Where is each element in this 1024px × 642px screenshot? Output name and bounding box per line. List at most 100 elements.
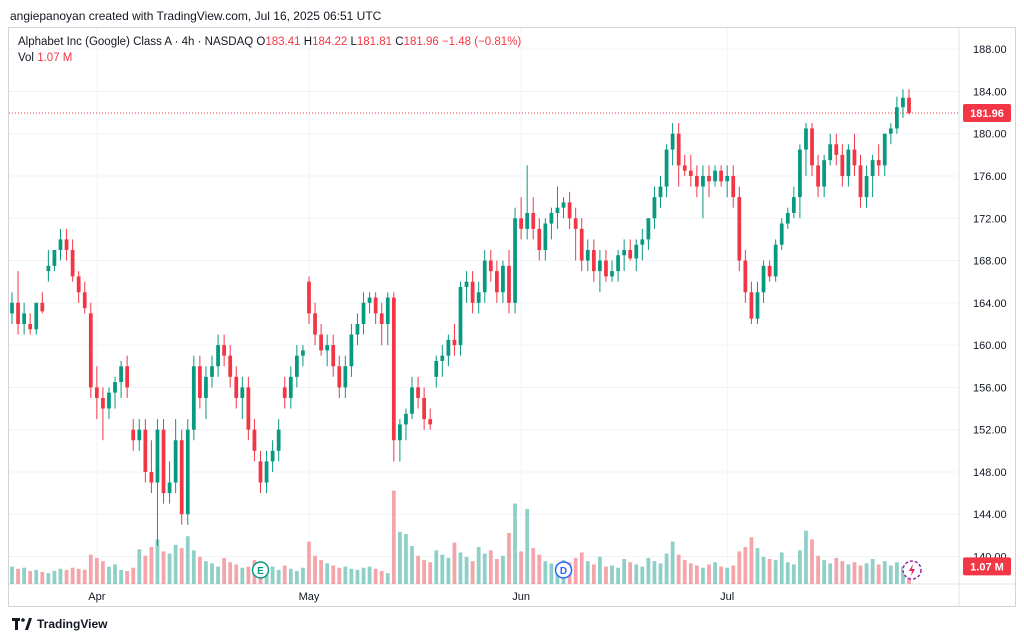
volume-bar: [604, 566, 608, 584]
volume-bar: [731, 565, 736, 584]
volume-bar: [270, 566, 275, 584]
candle-body: [519, 218, 523, 229]
volume-bar: [155, 539, 160, 584]
candle-body: [143, 429, 148, 472]
legend-row-volume: Vol 1.07 M: [18, 50, 521, 66]
candle-body: [155, 429, 160, 483]
candle-body: [198, 366, 202, 398]
event-marker-d[interactable]: [554, 561, 573, 579]
candle-body: [488, 260, 493, 272]
candle-body: [640, 239, 645, 245]
candle-body: [343, 366, 348, 388]
volume-bar: [167, 553, 172, 584]
volume-bar: [507, 532, 511, 584]
candle-body: [567, 202, 572, 219]
candlestick-chart[interactable]: 188.00 184.00 180.00 176.00 172.00 168.00 164.…: [9, 28, 1015, 606]
volume-bar: [482, 553, 487, 584]
candle-body: [713, 170, 717, 182]
chart-legend: Alphabet Inc (Google) Class A · 4h · NAS…: [18, 34, 521, 66]
candle-body: [604, 260, 608, 277]
candle-body: [446, 339, 451, 356]
volume-bar: [537, 554, 542, 584]
volume-bar: [670, 541, 675, 584]
candle-body: [70, 249, 75, 277]
y-tick-label: 164.00: [973, 298, 1007, 310]
volume-bar: [343, 566, 348, 584]
volume-bar: [852, 562, 857, 584]
last-price-badge: [963, 103, 1011, 122]
volume-bar: [222, 557, 227, 584]
volume-bar: [791, 564, 796, 584]
time-axis[interactable]: Apr May Jun Jul: [88, 591, 734, 603]
price-axis[interactable]: 188.00 184.00 180.00 176.00 172.00 168.00 164.…: [958, 28, 1011, 606]
volume-bar: [767, 559, 772, 584]
event-marker-label: D: [560, 566, 567, 577]
volume-bar: [282, 565, 287, 584]
volume-bar: [88, 554, 93, 584]
candle-body: [676, 133, 681, 166]
volume-bar: [701, 567, 705, 584]
candle-body: [743, 260, 748, 293]
candle-body: [440, 355, 445, 361]
volume-bar: [452, 542, 457, 584]
event-marker-e[interactable]: [251, 561, 270, 579]
candle-body: [858, 165, 863, 198]
candle-body: [513, 218, 517, 303]
candle-body: [216, 345, 220, 367]
tradingview-footer[interactable]: TradingView: [12, 617, 107, 631]
y-tick-label: 156.00: [973, 382, 1007, 394]
candle-body: [52, 249, 57, 266]
volume-bar: [94, 557, 99, 584]
candle-body: [646, 218, 651, 240]
volume-bar: [185, 536, 190, 584]
volume-bar: [143, 555, 148, 584]
y-tick-label: 160.00: [973, 340, 1007, 352]
candle-body: [901, 97, 905, 108]
volume-bar: [198, 556, 202, 584]
candle-body: [349, 334, 354, 367]
candle-body: [773, 244, 778, 277]
x-tick-label: May: [299, 591, 320, 603]
y-tick-label: 184.00: [973, 86, 1007, 98]
volume-bar: [70, 567, 75, 584]
volume-bar: [161, 551, 166, 584]
tradingview-brand: TradingView: [37, 617, 108, 631]
volume-bar: [131, 567, 136, 584]
candle-body: [337, 366, 342, 388]
chart-frame[interactable]: 188.00 184.00 180.00 176.00 172.00 168.00 164.…: [8, 27, 1016, 607]
candle-body: [179, 440, 184, 515]
volume-bar: [16, 568, 20, 584]
volume-bar: [179, 548, 184, 584]
candle-body: [852, 149, 857, 166]
candle-body: [810, 128, 814, 166]
volume-bar: [422, 560, 427, 584]
candle-body: [22, 313, 27, 324]
volume-bar: [901, 566, 905, 584]
volume-bar: [410, 545, 414, 584]
candle-body: [270, 450, 275, 462]
volume-bar: [367, 566, 372, 584]
candle-body: [264, 461, 269, 483]
candle-body: [622, 249, 627, 256]
candle-body: [64, 239, 69, 250]
candle-body: [282, 387, 287, 398]
volume-bar: [591, 564, 596, 584]
candle-body: [476, 292, 481, 303]
volume-bar: [543, 561, 548, 584]
volume-bar: [373, 568, 378, 584]
candle-body: [846, 149, 851, 176]
candle-body: [258, 461, 263, 483]
volume-bar: [549, 563, 554, 584]
candle-body: [888, 128, 893, 134]
candle-body: [252, 429, 257, 451]
candle-body: [94, 387, 99, 398]
candle-body: [46, 265, 51, 272]
candle-body: [664, 149, 669, 187]
candle-body: [507, 265, 511, 303]
candle-body: [737, 197, 742, 261]
candle-body: [755, 292, 760, 319]
candle-body: [88, 313, 93, 388]
volume-bar: [870, 559, 875, 584]
candle-body: [276, 429, 281, 451]
